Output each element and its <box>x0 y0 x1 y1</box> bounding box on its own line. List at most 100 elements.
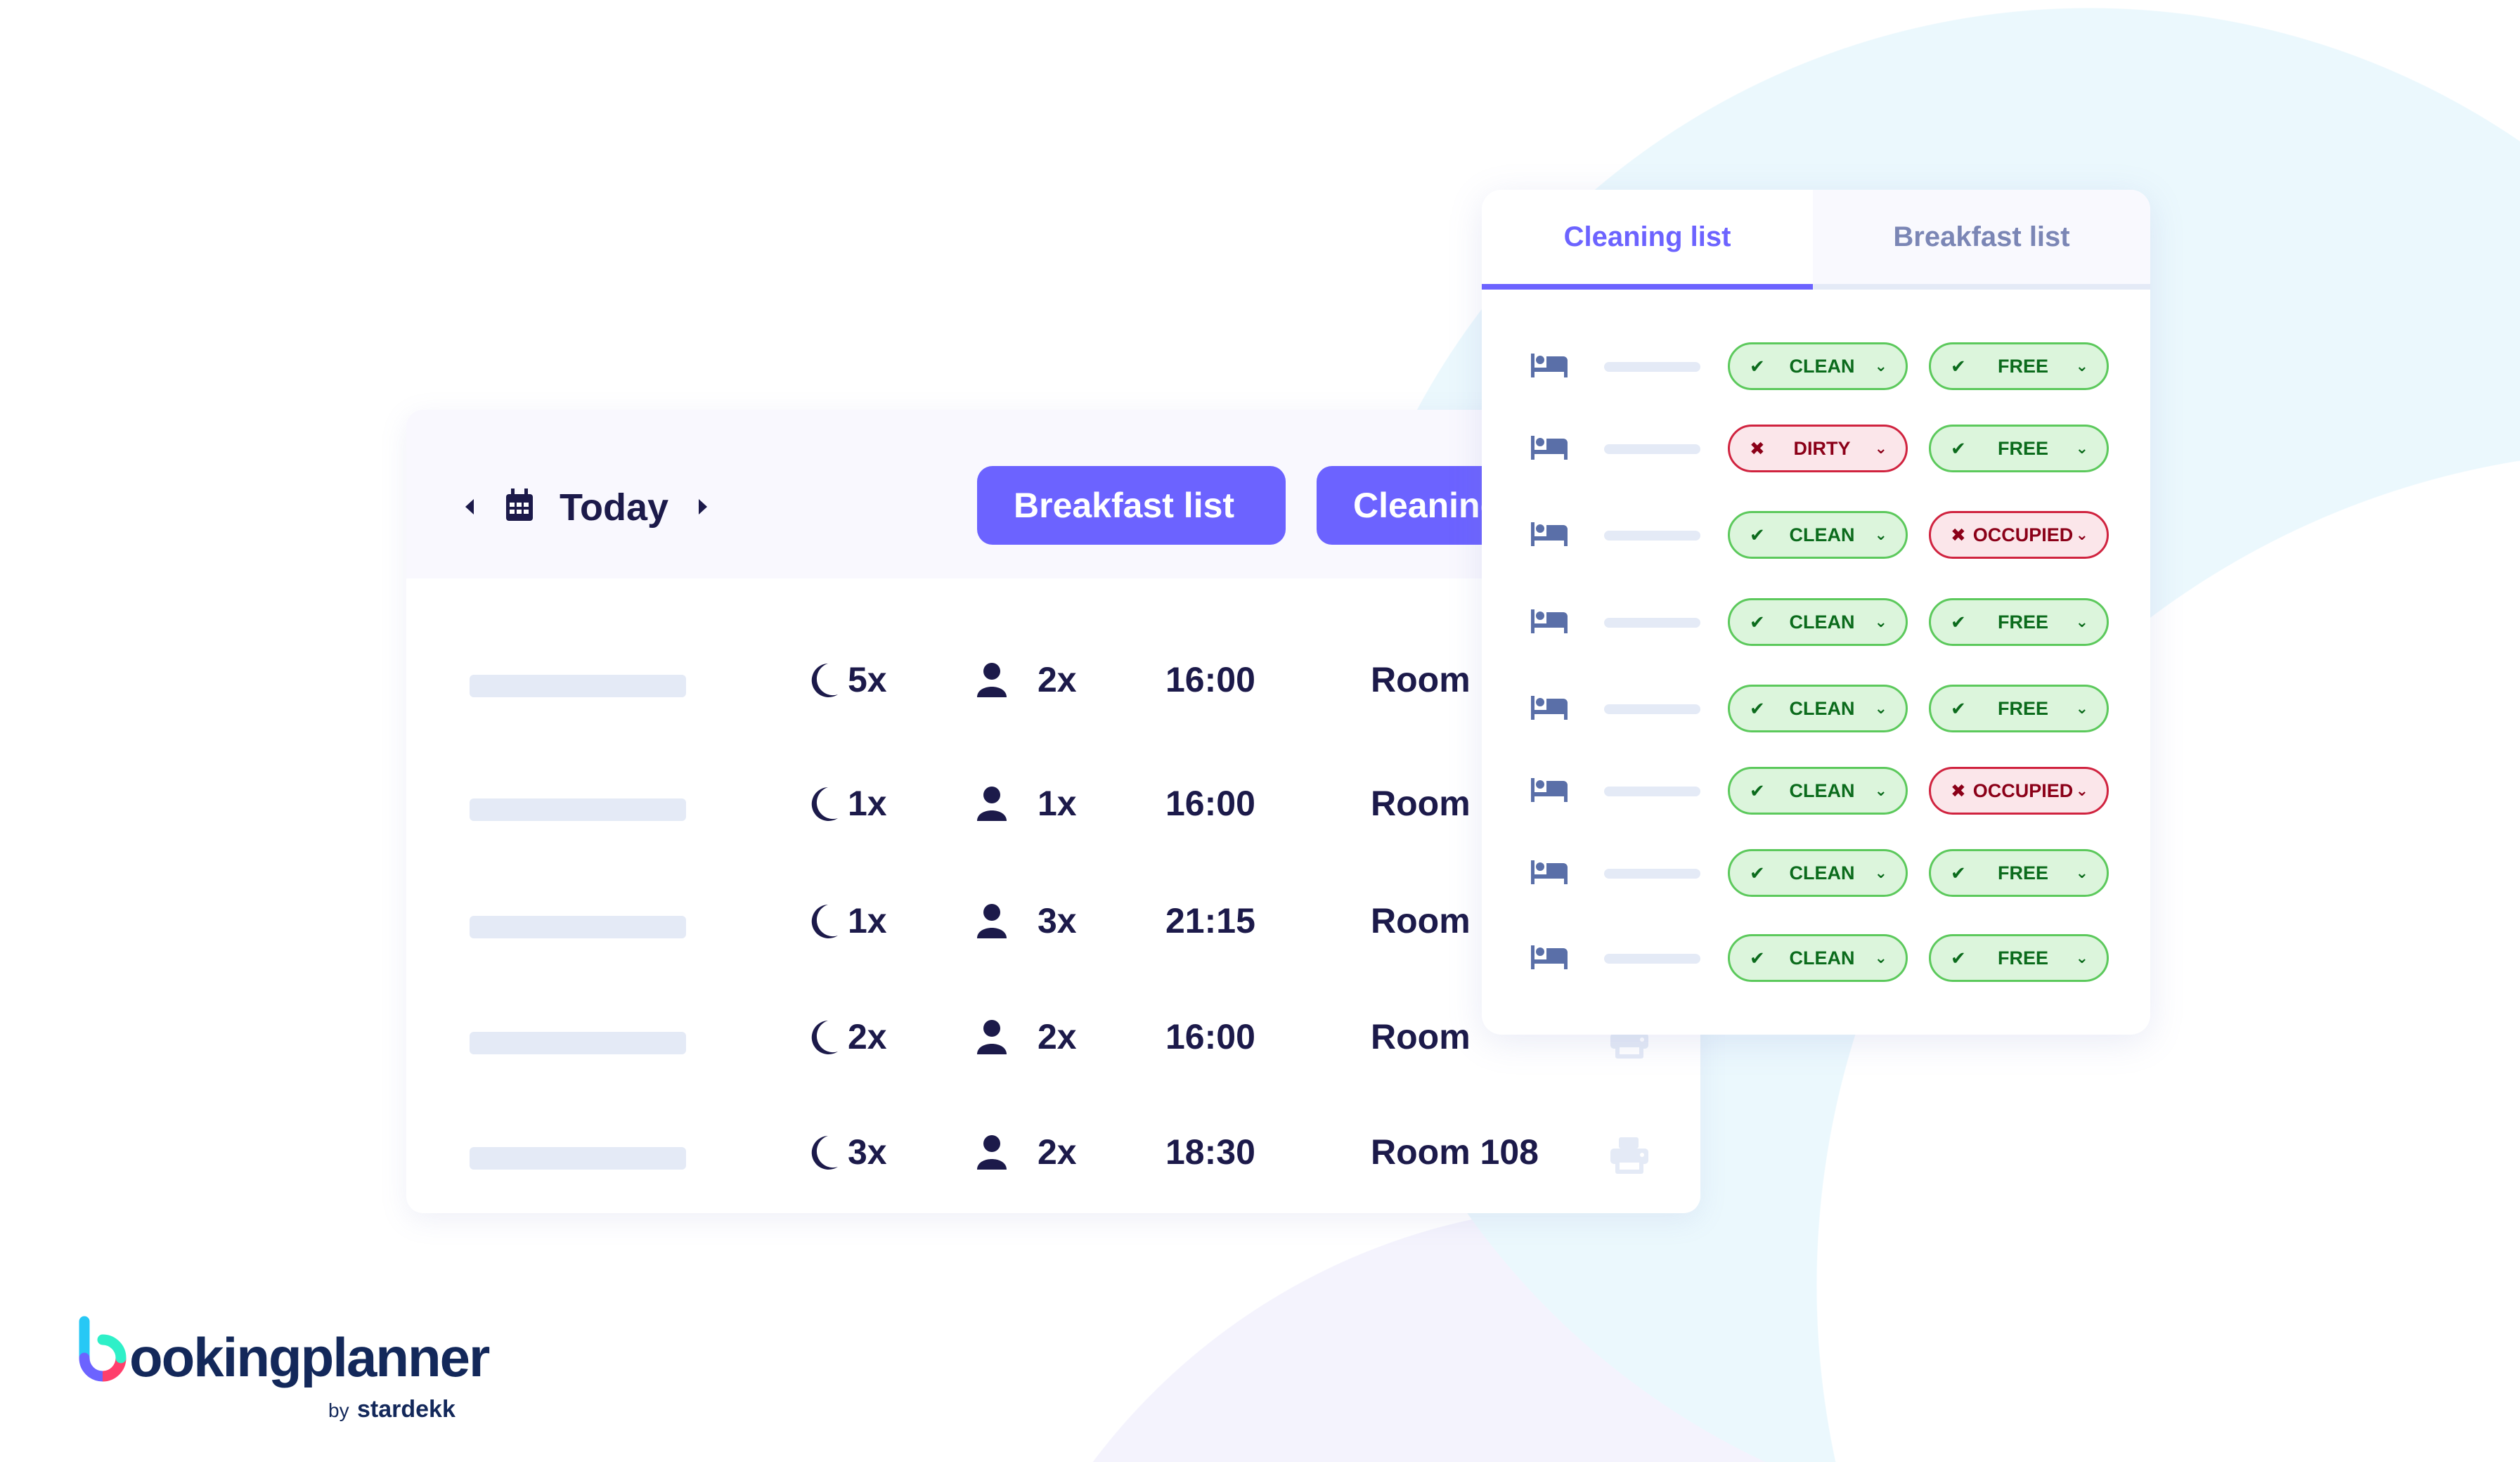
occupancy-status-dropdown[interactable]: ✔ FREE ⌄ <box>1929 598 2109 646</box>
cleaning-status-dropdown[interactable]: ✔ CLEAN ⌄ <box>1728 511 1908 559</box>
check-icon: ✔ <box>1951 611 1966 633</box>
cleaning-status-dropdown[interactable]: ✔ CLEAN ⌄ <box>1728 598 1908 646</box>
bookingplanner-logo: ookingplanner by stardekk <box>79 1314 515 1430</box>
breakfast-list-button[interactable]: Breakfast list <box>977 466 1286 545</box>
date-label: Today <box>560 486 669 529</box>
arrival-time: 16:00 <box>1165 784 1255 823</box>
bed-icon <box>1531 778 1568 806</box>
nights-count: 3x <box>848 1132 887 1172</box>
printer-icon[interactable] <box>1610 1136 1648 1177</box>
room-status-row: ✔ CLEAN ⌄ ✔ FREE ⌄ <box>1482 685 2150 734</box>
chevron-down-icon: ⌄ <box>1874 949 1887 966</box>
chevron-down-icon: ⌄ <box>1874 439 1887 457</box>
room-name-placeholder <box>1604 362 1700 372</box>
check-icon: ✔ <box>1951 437 1966 459</box>
svg-text:stardekk: stardekk <box>357 1396 455 1423</box>
person-icon <box>976 662 1008 701</box>
person-icon <box>976 1019 1008 1058</box>
room-name-placeholder <box>1604 531 1700 541</box>
cleaning-status-dropdown[interactable]: ✔ CLEAN ⌄ <box>1728 342 1908 390</box>
moon-icon <box>807 1134 839 1175</box>
svg-text:ookingplanner: ookingplanner <box>129 1326 490 1388</box>
chevron-down-icon: ⌄ <box>2075 864 2088 881</box>
bed-icon <box>1531 860 1568 888</box>
cleaning-status-dropdown[interactable]: ✔ CLEAN ⌄ <box>1728 934 1908 982</box>
arrival-time: 21:15 <box>1165 901 1255 940</box>
cleaning-status-dropdown[interactable]: ✖ DIRTY ⌄ <box>1728 425 1908 472</box>
moon-icon <box>807 1019 839 1059</box>
guest-name-placeholder <box>470 675 686 697</box>
chevron-down-icon: ⌄ <box>2075 613 2088 630</box>
moon-icon <box>807 662 839 702</box>
check-icon: ✔ <box>1750 355 1765 377</box>
check-icon: ✔ <box>1750 862 1765 884</box>
booking-row[interactable]: 3x 2x 18:30 Room 108 <box>406 1125 1700 1181</box>
room-label: Room <box>1371 660 1471 699</box>
room-label: Room <box>1371 901 1471 940</box>
room-label: Room 108 <box>1371 1132 1539 1172</box>
next-day-icon[interactable] <box>696 496 710 517</box>
tab-breakfast-list[interactable]: Breakfast list <box>1813 190 2150 290</box>
chevron-down-icon: ⌄ <box>1874 864 1887 881</box>
chevron-down-icon: ⌄ <box>1874 782 1887 799</box>
chevron-down-icon: ⌄ <box>2075 526 2088 543</box>
x-icon: ✖ <box>1951 524 1966 545</box>
occupancy-status-dropdown[interactable]: ✔ FREE ⌄ <box>1929 934 2109 982</box>
nights-count: 1x <box>848 784 887 823</box>
check-icon: ✔ <box>1750 611 1765 633</box>
occupancy-status-dropdown[interactable]: ✖ OCCUPIED ⌄ <box>1929 511 2109 559</box>
guest-name-placeholder <box>470 1032 686 1054</box>
arrival-time: 16:00 <box>1165 1017 1255 1056</box>
bed-icon <box>1531 696 1568 723</box>
bed-icon <box>1531 354 1568 381</box>
person-icon <box>976 1134 1008 1173</box>
chevron-down-icon: ⌄ <box>1874 526 1887 543</box>
occupancy-status-dropdown[interactable]: ✔ FREE ⌄ <box>1929 425 2109 472</box>
guest-name-placeholder <box>470 1147 686 1170</box>
room-status-row: ✔ CLEAN ⌄ ✔ FREE ⌄ <box>1482 849 2150 898</box>
room-status-row: ✔ CLEAN ⌄ ✔ FREE ⌄ <box>1482 342 2150 392</box>
chevron-down-icon: ⌄ <box>2075 357 2088 375</box>
chevron-down-icon: ⌄ <box>1874 357 1887 375</box>
room-name-placeholder <box>1604 869 1700 879</box>
booking-row[interactable]: 5x 2x 16:00 Room <box>406 652 1700 709</box>
check-icon: ✔ <box>1951 947 1966 969</box>
check-icon: ✔ <box>1951 862 1966 884</box>
occupancy-status-dropdown[interactable]: ✔ FREE ⌄ <box>1929 685 2109 732</box>
guest-name-placeholder <box>470 916 686 938</box>
cleaning-panel: Cleaning list Breakfast list ✔ CLEAN ⌄ ✔ FRE… <box>1482 190 2150 1035</box>
guests-count: 3x <box>1038 901 1077 940</box>
check-icon: ✔ <box>1750 524 1765 545</box>
room-status-row: ✔ CLEAN ⌄ ✔ FREE ⌄ <box>1482 598 2150 647</box>
person-icon <box>976 786 1008 824</box>
cleaning-status-dropdown[interactable]: ✔ CLEAN ⌄ <box>1728 849 1908 897</box>
room-status-row: ✔ CLEAN ⌄ ✔ FREE ⌄ <box>1482 934 2150 983</box>
tab-cleaning-list[interactable]: Cleaning list <box>1482 190 1813 290</box>
occupancy-status-dropdown[interactable]: ✔ FREE ⌄ <box>1929 849 2109 897</box>
bed-icon <box>1531 436 1568 463</box>
check-icon: ✔ <box>1750 947 1765 969</box>
calendar-icon <box>506 489 533 521</box>
previous-day-icon[interactable] <box>463 496 477 517</box>
room-status-row: ✔ CLEAN ⌄ ✖ OCCUPIED ⌄ <box>1482 767 2150 816</box>
occupancy-status-dropdown[interactable]: ✔ FREE ⌄ <box>1929 342 2109 390</box>
room-label: Room <box>1371 1017 1471 1056</box>
booking-row[interactable]: 2x 2x 16:00 Room <box>406 1009 1700 1066</box>
bed-icon <box>1531 945 1568 973</box>
guests-count: 2x <box>1038 1132 1077 1172</box>
chevron-down-icon: ⌄ <box>2075 782 2088 799</box>
svg-text:by: by <box>328 1399 349 1421</box>
room-name-placeholder <box>1604 787 1700 796</box>
bed-icon <box>1531 609 1568 637</box>
x-icon: ✖ <box>1951 779 1966 801</box>
guests-count: 2x <box>1038 1017 1077 1056</box>
nights-count: 2x <box>848 1017 887 1056</box>
room-name-placeholder <box>1604 704 1700 714</box>
chevron-down-icon: ⌄ <box>1874 613 1887 630</box>
person-icon <box>976 903 1008 942</box>
check-icon: ✔ <box>1750 779 1765 801</box>
occupancy-status-dropdown[interactable]: ✖ OCCUPIED ⌄ <box>1929 767 2109 815</box>
cleaning-status-dropdown[interactable]: ✔ CLEAN ⌄ <box>1728 685 1908 732</box>
arrival-time: 18:30 <box>1165 1132 1255 1172</box>
cleaning-status-dropdown[interactable]: ✔ CLEAN ⌄ <box>1728 767 1908 815</box>
